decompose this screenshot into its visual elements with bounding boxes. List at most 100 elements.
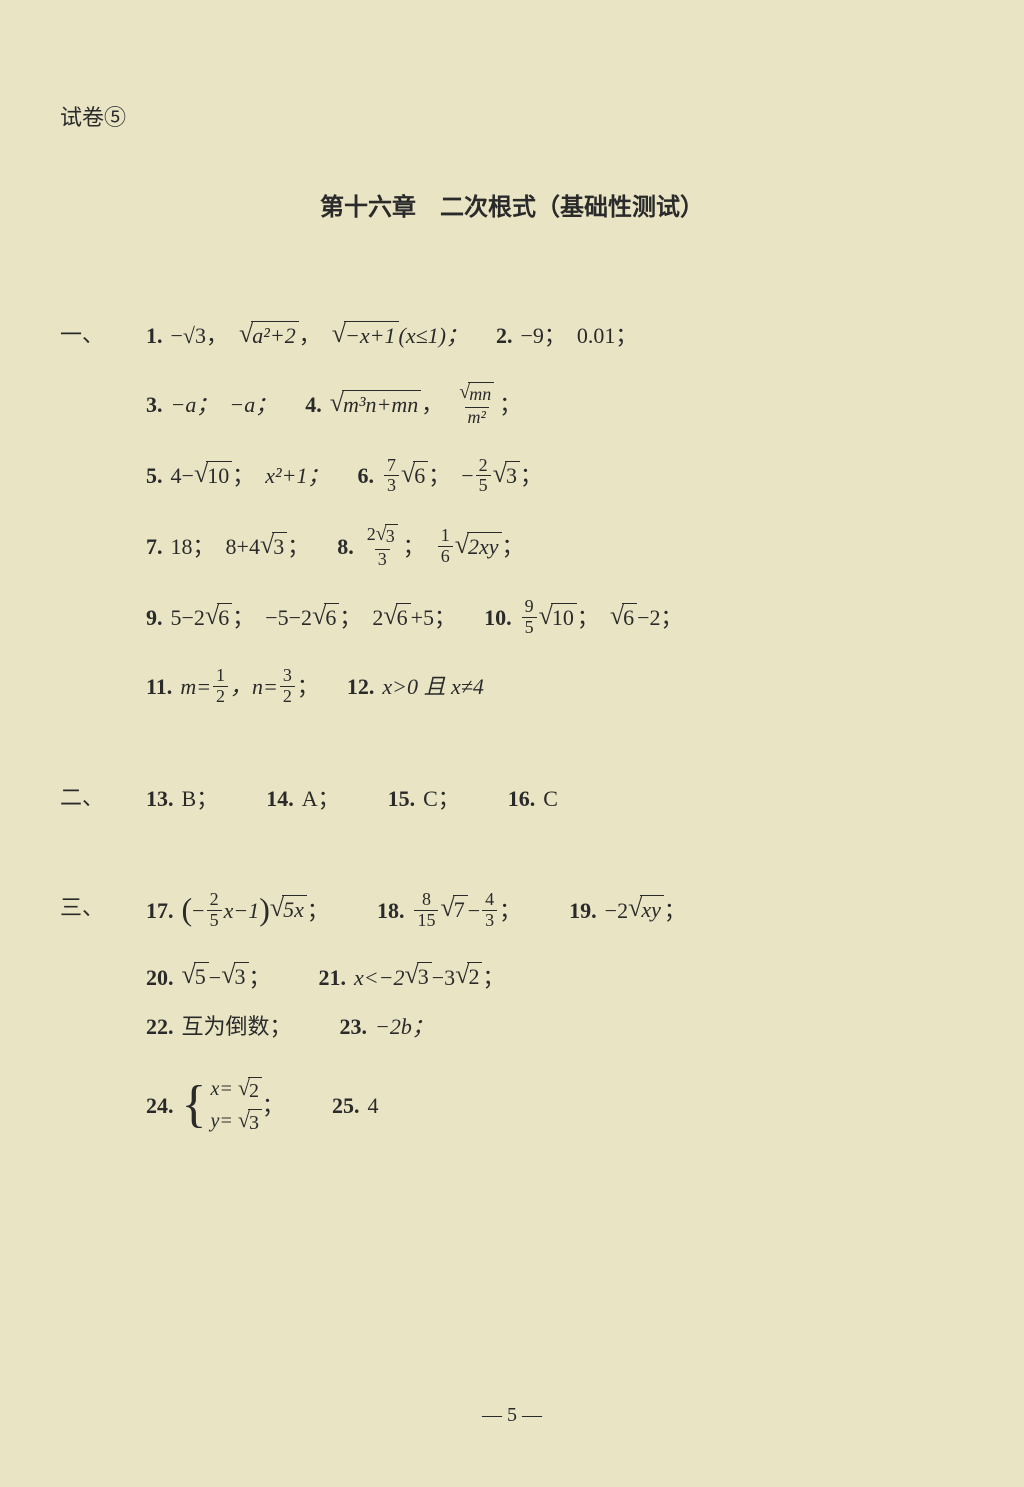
frac-num: 3: [280, 666, 295, 686]
sqrt-body: 2: [467, 962, 482, 992]
eq-lhs: x=: [210, 1078, 232, 1100]
sqrt-body: mn: [468, 382, 494, 406]
answer-text: ；: [287, 528, 309, 565]
sqrt-body: xy: [640, 895, 664, 925]
frac-num: 9: [522, 597, 537, 617]
sqrt-body: a²+2: [251, 321, 298, 351]
frac-den: 5: [207, 910, 222, 931]
prob-num: 10.: [484, 599, 512, 636]
prob-num: 22.: [146, 1008, 174, 1045]
frac-num: 4: [482, 890, 497, 910]
sqrt-body: 6: [413, 461, 428, 491]
sqrt-body: 3: [417, 962, 432, 992]
prob-num: 4.: [305, 386, 322, 423]
answer-text: ；: [520, 457, 542, 494]
prob-num: 11.: [146, 668, 172, 705]
answer-text: ；: [499, 386, 521, 423]
sqrt-body: 3: [234, 962, 249, 992]
problem-row: 17. ( − 2 5 x−1 ) √5x ； 18. 8 1: [146, 890, 714, 931]
sqrt-body: 3: [505, 461, 520, 491]
sqrt-body: 6: [622, 603, 637, 633]
prob-num: 21.: [319, 959, 347, 996]
answer-text: −a；: [229, 386, 277, 423]
sqrt-body: 6: [396, 603, 411, 633]
answer-text: C；: [423, 780, 460, 817]
prob-num: 25.: [332, 1087, 360, 1124]
frac-den: 15: [414, 910, 438, 931]
problem-row: 22. 互为倒数； 23. −2b；: [146, 1008, 714, 1045]
frac-den: 5: [522, 617, 537, 638]
sqrt-body: 7: [453, 895, 468, 925]
frac-den: m²: [465, 407, 489, 428]
prob-num: 3.: [146, 386, 163, 423]
frac-den: 6: [438, 546, 453, 567]
sqrt-body: 3: [385, 524, 398, 548]
answer-text: −: [461, 457, 473, 494]
answer-text: ；: [499, 892, 521, 929]
frac-den: 3: [482, 910, 497, 931]
answer-text: 2: [372, 599, 383, 636]
answer-text: x−1: [224, 892, 260, 929]
answer-text: ，n=: [230, 668, 278, 705]
frac-num: 8: [419, 890, 434, 910]
frac-den: 5: [476, 475, 491, 496]
eq-lhs: y=: [210, 1110, 232, 1132]
frac-den: 2: [280, 686, 295, 707]
answer-text: C: [543, 780, 558, 817]
answer-text: −2b；: [375, 1008, 434, 1045]
answer-text: ，: [421, 386, 443, 423]
frac-num: 2: [207, 890, 222, 910]
sqrt-body: 10: [206, 461, 232, 491]
sqrt-body: 6: [324, 603, 339, 633]
answer-text: 互为倒数；: [182, 1008, 292, 1045]
prob-num: 12.: [347, 668, 375, 705]
problem-row: 20. √5 − √3 ； 21. x<−2 √3 −3 √2 ；: [146, 959, 714, 996]
answer-text: ；: [428, 457, 450, 494]
sqrt-body: −x+1: [344, 321, 398, 351]
prob-num: 16.: [508, 780, 536, 817]
prob-num: 13.: [146, 780, 174, 817]
prob-num: 17.: [146, 892, 174, 929]
answer-text: ；: [664, 892, 686, 929]
answer-text: 0.01；: [577, 317, 638, 354]
frac-den: 3: [384, 475, 399, 496]
prob-num: 7.: [146, 528, 163, 565]
answer-text: −√3，: [171, 317, 228, 354]
answer-text: ；: [482, 959, 504, 996]
answer-text: ；: [577, 599, 599, 636]
sqrt-body: 6: [217, 603, 232, 633]
prob-num: 6.: [357, 457, 374, 494]
sqrt-body: 10: [551, 603, 577, 633]
section-two: 二、 13. B； 14. A； 15. C； 16. C: [60, 780, 964, 845]
answer-text: ；: [307, 892, 329, 929]
frac-num: 2: [476, 456, 491, 476]
answer-text: ；: [249, 959, 271, 996]
section-one-label: 一、: [60, 317, 104, 349]
answer-text: 5−2: [171, 599, 205, 636]
sqrt-body: 3: [248, 1109, 262, 1136]
answer-text: (x≤1)；: [399, 317, 469, 354]
prob-num: 2.: [496, 317, 513, 354]
answer-text: x<−2: [354, 959, 404, 996]
problem-row: 5. 4− √10 ； x²+1； 6. 7 3 √6 ； −: [146, 456, 711, 497]
answer-text: −9；: [521, 317, 566, 354]
problem-row: 7. 18； 8+4 √3 ； 8. 2√3 3 ； 1 6: [146, 524, 711, 569]
frac-num: 7: [384, 456, 399, 476]
chapter-title: 第十六章 二次根式（基础性测试）: [60, 187, 964, 222]
frac-den: 3: [375, 549, 390, 570]
answer-text: −3: [432, 959, 455, 996]
prob-num: 14.: [266, 780, 294, 817]
answer-text: A；: [302, 780, 340, 817]
answer-text: ；: [502, 528, 524, 565]
answer-text: −2；: [637, 599, 682, 636]
sqrt-body: m³n+mn: [342, 390, 421, 420]
answer-text: 18；: [171, 528, 215, 565]
prob-num: 18.: [377, 892, 405, 929]
sqrt-body: 5x: [282, 895, 307, 925]
answer-text: 8+4: [226, 528, 260, 565]
section-one: 一、 1. −√3， √a²+2 ， √−x+1 (x≤1)； 2. −9； 0…: [60, 317, 964, 735]
prob-num: 9.: [146, 599, 163, 636]
problem-row: 24. { x= √2 y= √3: [146, 1073, 714, 1137]
frac-den: 2: [213, 686, 228, 707]
problem-row: 9. 5−2 √6 ； −5−2 √6 ； 2 √6 +5； 10. 9 5: [146, 597, 711, 638]
